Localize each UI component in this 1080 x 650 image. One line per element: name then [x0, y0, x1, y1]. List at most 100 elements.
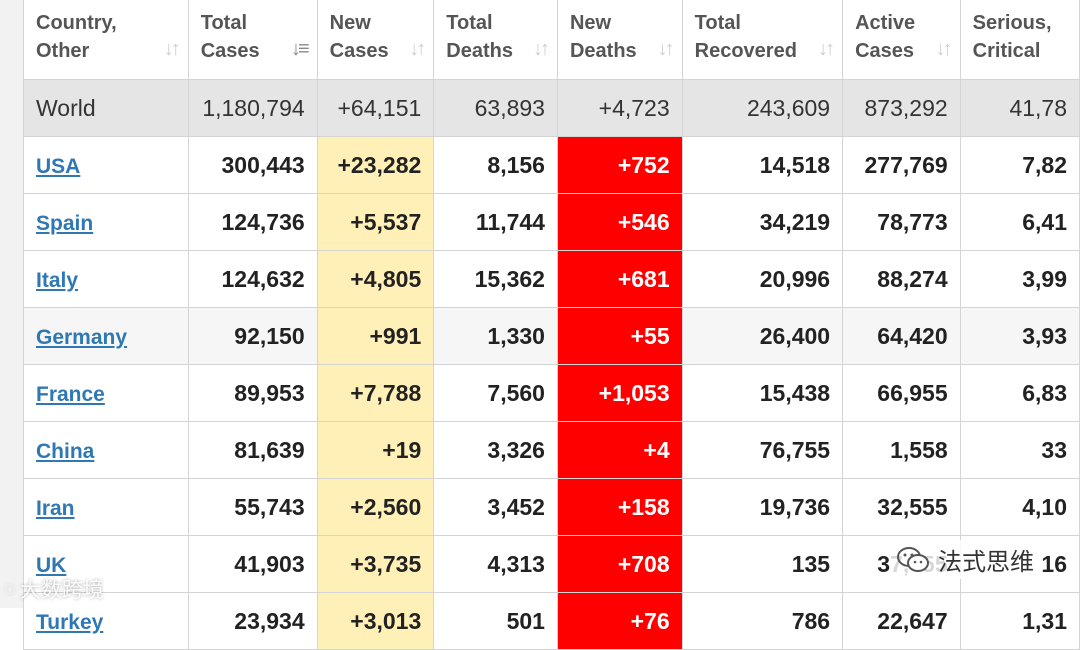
new-deaths-cell: +158 [556, 478, 683, 536]
watermark-left-text: 大数跨境 [19, 579, 104, 602]
table-row: Germany 92,150 +991 1,330 +55 26,400 64,… [23, 307, 1080, 365]
new-cases-cell: +3,013 [316, 592, 435, 650]
new-deaths-cell: +681 [556, 250, 683, 308]
total-cases-cell: 23,934 [187, 592, 318, 650]
header-line: Total [446, 12, 493, 34]
total-deaths-cell: 7,560 [433, 364, 558, 422]
total-deaths-cell: 63,893 [433, 79, 558, 137]
header-line: New [329, 12, 371, 34]
total-deaths-cell: 3,452 [433, 478, 558, 536]
header-line: Total [694, 12, 741, 34]
header-line: Active [855, 12, 916, 34]
header-total-recovered[interactable]: Total Recovered ↓↑ [681, 0, 844, 80]
country-cell: Iran [23, 478, 189, 536]
serious-critical-cell: 33 [959, 421, 1080, 479]
header-new-deaths[interactable]: New Deaths ↓↑ [556, 0, 683, 80]
country-link[interactable]: USA [36, 154, 81, 178]
country-link[interactable]: Germany [36, 325, 128, 349]
table-row: Iran 55,743 +2,560 3,452 +158 19,736 32,… [23, 478, 1080, 536]
active-cases-cell: 1,558 [842, 421, 961, 479]
total-recovered-cell: 20,996 [681, 250, 844, 308]
new-cases-cell: +19 [316, 421, 435, 479]
total-cases-cell: 41,903 [187, 535, 318, 593]
new-cases-cell: +4,805 [316, 250, 435, 308]
sort-arrows-icon[interactable]: ↓↑ [818, 38, 835, 60]
sort-arrows-icon[interactable]: ↓↑ [657, 38, 675, 60]
header-total-deaths[interactable]: Total Deaths ↓↑ [433, 0, 558, 80]
header-line: Cases [200, 40, 260, 62]
country-link[interactable]: Italy [36, 268, 79, 292]
total-recovered-cell: 14,518 [681, 136, 844, 194]
new-deaths-cell: +752 [556, 136, 683, 194]
country-link[interactable]: Turkey [36, 610, 104, 634]
chat-bubble-icon: ◌ [4, 577, 16, 600]
sort-arrows-icon[interactable]: ↓↑ [935, 38, 953, 60]
active-cases-cell: 22,647 [842, 592, 961, 650]
table-header-row: Country, Other ↓↑ Total Cases ↓≡ New Cas… [23, 0, 1080, 80]
page-left-gutter [0, 0, 23, 608]
new-cases-cell: +2,560 [316, 478, 435, 536]
serious-critical-cell: 3,93 [959, 307, 1080, 365]
total-deaths-cell: 15,362 [433, 250, 558, 308]
header-active-cases[interactable]: Active Cases ↓↑ [842, 0, 961, 80]
watermark-left: ◌ 大数跨境 [4, 574, 104, 604]
country-cell: China [23, 421, 189, 479]
header-new-cases[interactable]: New Cases ↓↑ [316, 0, 435, 80]
country-cell: USA [23, 136, 189, 194]
header-line: Other [36, 40, 90, 62]
total-cases-cell: 92,150 [187, 307, 318, 365]
total-cases-cell: 89,953 [187, 364, 318, 422]
total-deaths-cell: 8,156 [433, 136, 558, 194]
total-cases-cell: 124,632 [187, 250, 318, 308]
country-cell: Spain [23, 193, 189, 251]
total-recovered-cell: 19,736 [681, 478, 844, 536]
serious-critical-cell: 1,31 [959, 592, 1080, 650]
header-total-cases[interactable]: Total Cases ↓≡ [187, 0, 318, 80]
total-recovered-cell: 34,219 [681, 193, 844, 251]
serious-critical-cell: 6,41 [959, 193, 1080, 251]
total-deaths-cell: 11,744 [433, 193, 558, 251]
table-row: Italy 124,632 +4,805 15,362 +681 20,996 … [23, 250, 1080, 308]
new-deaths-cell: +55 [556, 307, 683, 365]
country-link[interactable]: Iran [36, 496, 75, 520]
world-label: World [36, 94, 96, 121]
header-country[interactable]: Country, Other ↓↑ [23, 0, 189, 80]
total-deaths-cell: 3,326 [433, 421, 558, 479]
country-link[interactable]: France [36, 382, 105, 406]
covid-stats-table-container: Country, Other ↓↑ Total Cases ↓≡ New Cas… [23, 0, 1080, 650]
sort-arrows-icon[interactable]: ↓↑ [409, 38, 426, 60]
sort-arrows-icon[interactable]: ↓↑ [532, 38, 550, 60]
table-row: France 89,953 +7,788 7,560 +1,053 15,438… [23, 364, 1080, 422]
country-link[interactable]: Spain [36, 211, 94, 235]
table-row: Turkey 23,934 +3,013 501 +76 786 22,647 … [23, 592, 1080, 650]
covid-stats-table: Country, Other ↓↑ Total Cases ↓≡ New Cas… [23, 0, 1080, 650]
header-serious-critical[interactable]: Serious, Critical [959, 0, 1080, 80]
header-line: Deaths [569, 40, 637, 62]
header-line: Country, [36, 12, 117, 34]
header-line: Deaths [446, 40, 513, 62]
header-line: Cases [855, 40, 915, 62]
active-cases-cell: 64,420 [842, 307, 961, 365]
total-cases-cell: 124,736 [187, 193, 318, 251]
new-cases-cell: +7,788 [316, 364, 435, 422]
watermark-right: 法式思维 [890, 540, 1040, 579]
total-cases-cell: 81,639 [187, 421, 318, 479]
total-deaths-cell: 501 [433, 592, 558, 650]
header-line: Cases [329, 40, 389, 62]
new-deaths-cell: +4,723 [556, 79, 683, 137]
new-cases-cell: +64,151 [316, 79, 435, 137]
country-link[interactable]: China [36, 439, 95, 463]
total-recovered-cell: 76,755 [681, 421, 844, 479]
total-recovered-cell: 243,609 [681, 79, 844, 137]
country-cell: France [23, 364, 189, 422]
watermark-right-text: 法式思维 [938, 549, 1034, 576]
sort-descending-icon[interactable]: ↓≡ [290, 38, 310, 60]
new-cases-cell: +23,282 [316, 136, 435, 194]
total-recovered-cell: 135 [681, 535, 844, 593]
country-cell: Italy [23, 250, 189, 308]
country-link[interactable]: UK [36, 553, 67, 577]
total-cases-cell: 300,443 [187, 136, 318, 194]
sort-arrows-icon[interactable]: ↓↑ [163, 38, 181, 60]
header-line: New [569, 12, 612, 34]
new-deaths-cell: +1,053 [556, 364, 683, 422]
